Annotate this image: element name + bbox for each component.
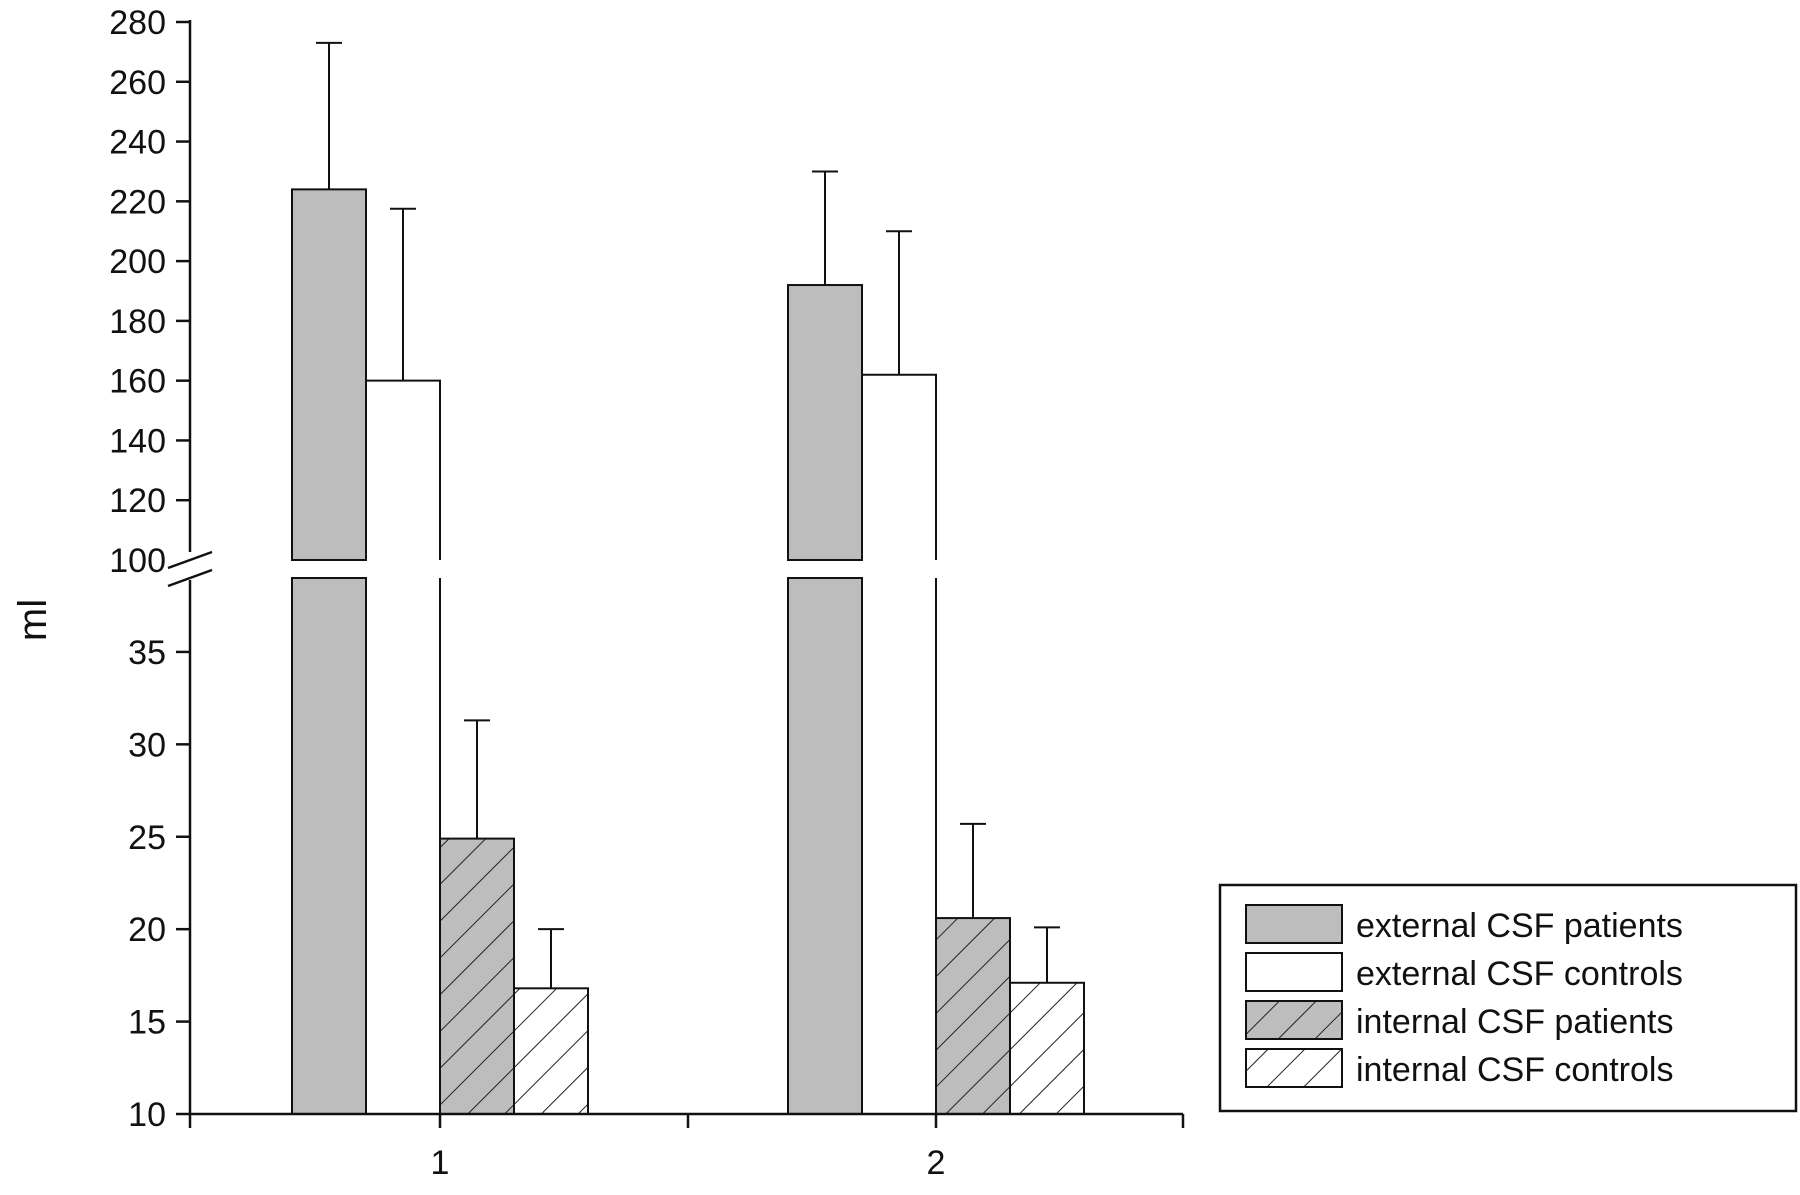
legend-swatch-1 [1245, 952, 1343, 992]
bar-s2-c0 [439, 719, 515, 1115]
y-tick-label-lower-35: 35 [128, 634, 166, 672]
bar-s3-c0 [513, 928, 589, 1116]
bar-s2-c1-rect [935, 917, 1011, 1115]
y-tick-label-lower-15: 15 [128, 1004, 166, 1042]
bar-s1-c1 [861, 230, 937, 1114]
bar-s0-c0-upper-fill [292, 189, 366, 560]
legend-swatch-3 [1245, 1048, 1343, 1088]
bar-s3-c1-rect [1009, 981, 1085, 1115]
legend-swatch-2 [1245, 1000, 1343, 1040]
bar-s1-c1-lower-fill [862, 578, 936, 1114]
bar-s0-c1-upper-fill [788, 285, 862, 560]
bar-s2-c0-rect [439, 837, 515, 1115]
bar-s1-c0-lower-fill [366, 578, 440, 1114]
y-tick-label-lower-30: 30 [128, 726, 166, 764]
y-axis-break-mark-lower [167, 568, 213, 588]
legend-label-2: internal CSF patients [1356, 1003, 1674, 1041]
y-tick-label-upper-180: 180 [109, 303, 166, 341]
bar-s0-c0-lower-fill [292, 578, 366, 1114]
y-tick-label-upper-280: 280 [109, 4, 166, 42]
bar-s3-c0-rect [513, 987, 589, 1116]
bar-s1-c0-upper-fill [366, 380, 440, 560]
bar-s1-c0 [365, 207, 441, 1114]
y-tick-label-lower-20: 20 [128, 911, 166, 949]
y-tick-label-upper-260: 260 [109, 64, 166, 102]
legend-swatch-0 [1245, 904, 1343, 944]
y-tick-label-upper-100: 100 [109, 542, 166, 580]
bar-s0-c1-lower-fill [788, 578, 862, 1114]
legend-label-3: internal CSF controls [1356, 1051, 1673, 1089]
y-tick-label-upper-140: 140 [109, 422, 166, 460]
bar-s2-c1 [935, 822, 1011, 1115]
y-axis-title: ml [11, 599, 55, 641]
y-tick-label-upper-200: 200 [109, 243, 166, 281]
bar-s0-c1 [787, 170, 863, 1115]
x-tick-label-2: 2 [927, 1144, 946, 1182]
bar-s0-c0 [291, 41, 367, 1115]
y-tick-label-upper-220: 220 [109, 183, 166, 221]
x-tick-label-1: 1 [431, 1144, 450, 1182]
y-tick-label-lower-10: 10 [128, 1096, 166, 1134]
bar-s1-c1-upper-fill [862, 374, 936, 560]
y-tick-label-upper-120: 120 [109, 482, 166, 520]
y-tick-label-upper-240: 240 [109, 124, 166, 162]
y-tick-label-upper-160: 160 [109, 363, 166, 401]
legend-label-1: external CSF controls [1356, 955, 1683, 993]
bar-s3-c1 [1009, 926, 1085, 1115]
y-tick-label-lower-25: 25 [128, 819, 166, 857]
y-axis-break-mark-upper [167, 550, 213, 570]
legend-label-0: external CSF patients [1356, 907, 1683, 945]
